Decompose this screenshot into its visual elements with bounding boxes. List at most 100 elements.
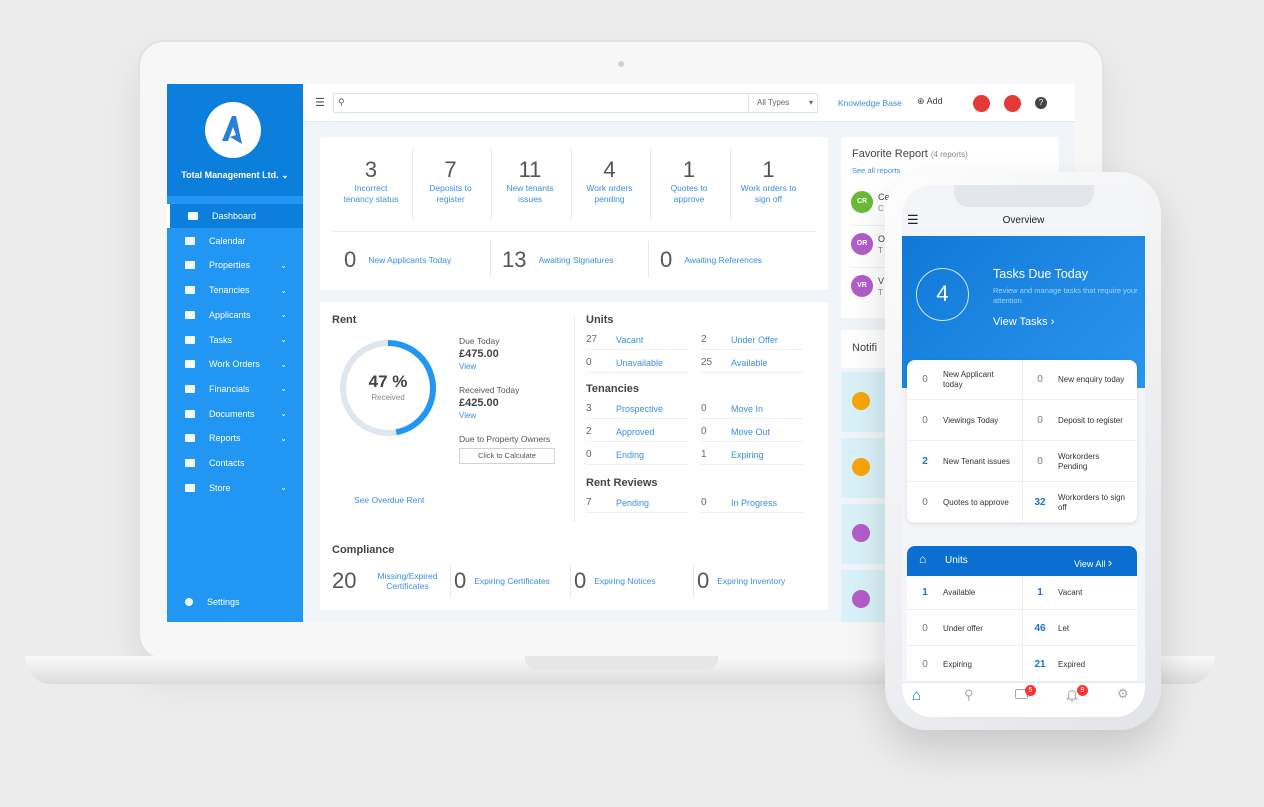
stat-tile[interactable]: 1 Work orders to sign off xyxy=(740,157,797,204)
view-due-link[interactable]: View xyxy=(459,362,477,371)
tab-settings-icon[interactable]: ⚙ xyxy=(1117,686,1129,701)
sidebar: Total Management Ltd. ⌄ Dashboard Calenda… xyxy=(167,84,303,622)
tab-home-icon[interactable]: ⌂ xyxy=(912,687,922,704)
stat-tile[interactable]: 11 New tenants issues xyxy=(506,157,554,204)
rent_reviews-item[interactable]: 7 Pending xyxy=(586,493,688,513)
bell-icon[interactable] xyxy=(1004,95,1021,112)
chevron-right-icon: › xyxy=(1050,316,1055,328)
sidebar-item-tasks[interactable]: Tasks ⌄ xyxy=(167,328,303,352)
compliance-item[interactable]: 0 Expiring Notices xyxy=(574,568,656,593)
units-item[interactable]: 2 Under Offer xyxy=(701,330,803,350)
tab-bar: ⌂ ⚲ 5 9 ⚙ xyxy=(902,682,1145,717)
sidebar-item-settings[interactable]: Settings xyxy=(167,590,303,614)
chat-icon[interactable] xyxy=(973,95,990,112)
company-logo xyxy=(205,102,261,158)
sidebar-item-applicants[interactable]: Applicants ⌄ xyxy=(167,303,303,327)
units-header: ⌂ Units View All › xyxy=(907,546,1137,576)
view-received-link[interactable]: View xyxy=(459,411,477,420)
units-item[interactable]: 25 Available xyxy=(701,353,803,373)
stat-tile[interactable]: 1 Quotes to approve xyxy=(670,157,708,204)
sidebar-item-calendar[interactable]: Calendar xyxy=(167,229,303,253)
unit-cell[interactable]: 1 Available xyxy=(907,576,1022,610)
help-icon[interactable]: ? xyxy=(1035,97,1047,109)
add-button[interactable]: ⊕ Add xyxy=(917,96,943,106)
stat-tile[interactable]: 3 Incorrect tenancy status xyxy=(343,157,399,204)
tenancies-item[interactable]: 3 Prospective xyxy=(586,399,688,419)
sidebar-item-contacts[interactable]: Contacts xyxy=(167,451,303,475)
calculate-button[interactable]: Click to Calculate xyxy=(459,448,555,464)
menu-toggle-icon[interactable]: ☰ xyxy=(315,97,325,109)
overview-cell[interactable]: 0 Viewings Today xyxy=(907,401,1022,441)
chevron-down-icon: ⌄ xyxy=(280,335,287,344)
chevron-down-icon: ⌄ xyxy=(280,310,287,320)
favorite-report-item[interactable]: OR O T xyxy=(841,229,1059,267)
overview-cell[interactable]: 0 New Applicant today xyxy=(907,360,1022,400)
home-icon: ⌂ xyxy=(919,552,927,566)
search-icon: ⚲ xyxy=(338,97,345,107)
sidebar-item-financials[interactable]: Financials ⌄ xyxy=(167,377,303,401)
nav-icon xyxy=(185,409,195,418)
rent_reviews-item[interactable]: 0 In Progress xyxy=(701,493,803,513)
knowledge-base-link[interactable]: Knowledge Base xyxy=(838,98,902,108)
report-avatar: OR xyxy=(851,233,873,255)
unit-cell[interactable]: 0 Under offer xyxy=(907,612,1022,646)
sidebar-item-work-orders[interactable]: Work Orders ⌄ xyxy=(167,352,303,376)
stat-tile[interactable]: 4 Work orders pending xyxy=(586,157,633,204)
units-item[interactable]: 0 Unavailable xyxy=(586,353,688,373)
tenancies-item[interactable]: 0 Move Out xyxy=(701,422,803,442)
favorite-report-item[interactable]: CR Ce C xyxy=(841,187,1059,225)
tab-notifications-icon[interactable] xyxy=(1066,689,1078,702)
tenancies-item[interactable]: 0 Ending xyxy=(586,445,688,465)
compliance-item[interactable]: 20 Missing/Expired Certificates xyxy=(332,568,438,593)
overview-cell[interactable]: 0 Quotes to approve xyxy=(907,483,1022,523)
favorite-report-item[interactable]: VR V T xyxy=(841,271,1059,309)
view-tasks-link[interactable]: View Tasks › xyxy=(993,316,1055,328)
summary-row-item[interactable]: 0 Awaiting References xyxy=(660,247,763,272)
stat-tile[interactable]: 7 Deposits to register xyxy=(429,157,472,204)
nav-icon xyxy=(188,212,198,220)
compliance-item[interactable]: 0 Expiring Inventory xyxy=(697,568,786,593)
chevron-down-icon: ⌄ xyxy=(281,170,289,180)
unit-cell[interactable]: 21 Expired xyxy=(1022,648,1137,682)
overview-cell[interactable]: 0 Deposit to register xyxy=(1022,401,1137,441)
tab-search-icon[interactable]: ⚲ xyxy=(964,687,974,702)
summary-row-item[interactable]: 0 New Applicants Today xyxy=(344,247,452,272)
nav-icon xyxy=(185,434,195,443)
view-all-link[interactable]: View All › xyxy=(1074,555,1113,570)
overdue-rent-link[interactable]: See Overdue Rent xyxy=(354,495,425,505)
summary-row-item[interactable]: 13 Awaiting Signatures xyxy=(502,247,614,272)
laptop-notch xyxy=(525,656,718,670)
unit-cell[interactable]: 46 Let xyxy=(1022,612,1137,646)
sidebar-item-reports[interactable]: Reports ⌄ xyxy=(167,426,303,450)
sidebar-item-dashboard[interactable]: Dashboard xyxy=(167,204,303,228)
tenancies-item[interactable]: 2 Approved xyxy=(586,422,688,442)
sidebar-item-properties[interactable]: Properties ⌄ xyxy=(167,253,303,277)
tenancies-item[interactable]: 1 Expiring xyxy=(701,445,803,465)
see-all-reports-link[interactable]: See all reports xyxy=(852,166,901,175)
chevron-down-icon: ⌄ xyxy=(280,260,287,270)
sidebar-item-tenancies[interactable]: Tenancies ⌄ xyxy=(167,278,303,302)
overview-cell[interactable]: 0 Workorders Pending xyxy=(1022,442,1137,482)
unit-cell[interactable]: 0 Expiring xyxy=(907,648,1022,682)
notification-icon xyxy=(852,392,870,410)
type-select[interactable]: All Types ▾ xyxy=(748,93,818,113)
search-input[interactable]: ⚲ xyxy=(333,93,818,113)
unit-cell[interactable]: 1 Vacant xyxy=(1022,576,1137,610)
sidebar-item-store[interactable]: Store ⌄ xyxy=(167,476,303,500)
overview-cell[interactable]: 0 New enquiry today xyxy=(1022,360,1137,400)
tenancies-item[interactable]: 0 Move In xyxy=(701,399,803,419)
overview-cell[interactable]: 32 Workorders to sign off xyxy=(1022,483,1137,523)
chevron-right-icon: › xyxy=(1107,555,1113,570)
nav-icon xyxy=(185,261,195,270)
donut-progress xyxy=(340,340,436,436)
hamburger-icon[interactable]: ☰ xyxy=(907,212,919,227)
nav-icon xyxy=(185,384,195,393)
sidebar-item-documents[interactable]: Documents ⌄ xyxy=(167,402,303,426)
chevron-down-icon: ⌄ xyxy=(280,359,287,369)
nav-icon xyxy=(185,483,195,492)
units-item[interactable]: 27 Vacant xyxy=(586,330,688,350)
compliance-item[interactable]: 0 Expiring Certificates xyxy=(454,568,550,593)
org-switcher[interactable]: Total Management Ltd. ⌄ xyxy=(181,170,289,180)
chevron-down-icon: ⌄ xyxy=(280,483,287,493)
overview-cell[interactable]: 2 New Tenant issues xyxy=(907,442,1022,482)
